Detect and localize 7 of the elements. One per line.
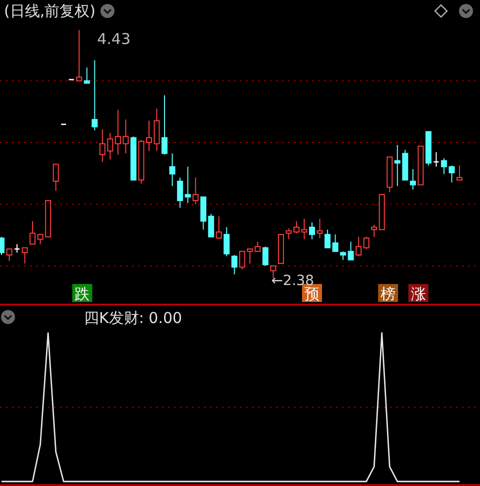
text: 榜 <box>380 285 396 303</box>
chart-title: 四K发财: 0.00 <box>84 309 182 327</box>
text: 跌 <box>74 285 90 303</box>
text: 预 <box>304 285 320 303</box>
text: 涨 <box>410 285 426 303</box>
annotation: 4.43 <box>97 30 131 48</box>
chart-title: (日线,前复权) <box>4 2 96 20</box>
